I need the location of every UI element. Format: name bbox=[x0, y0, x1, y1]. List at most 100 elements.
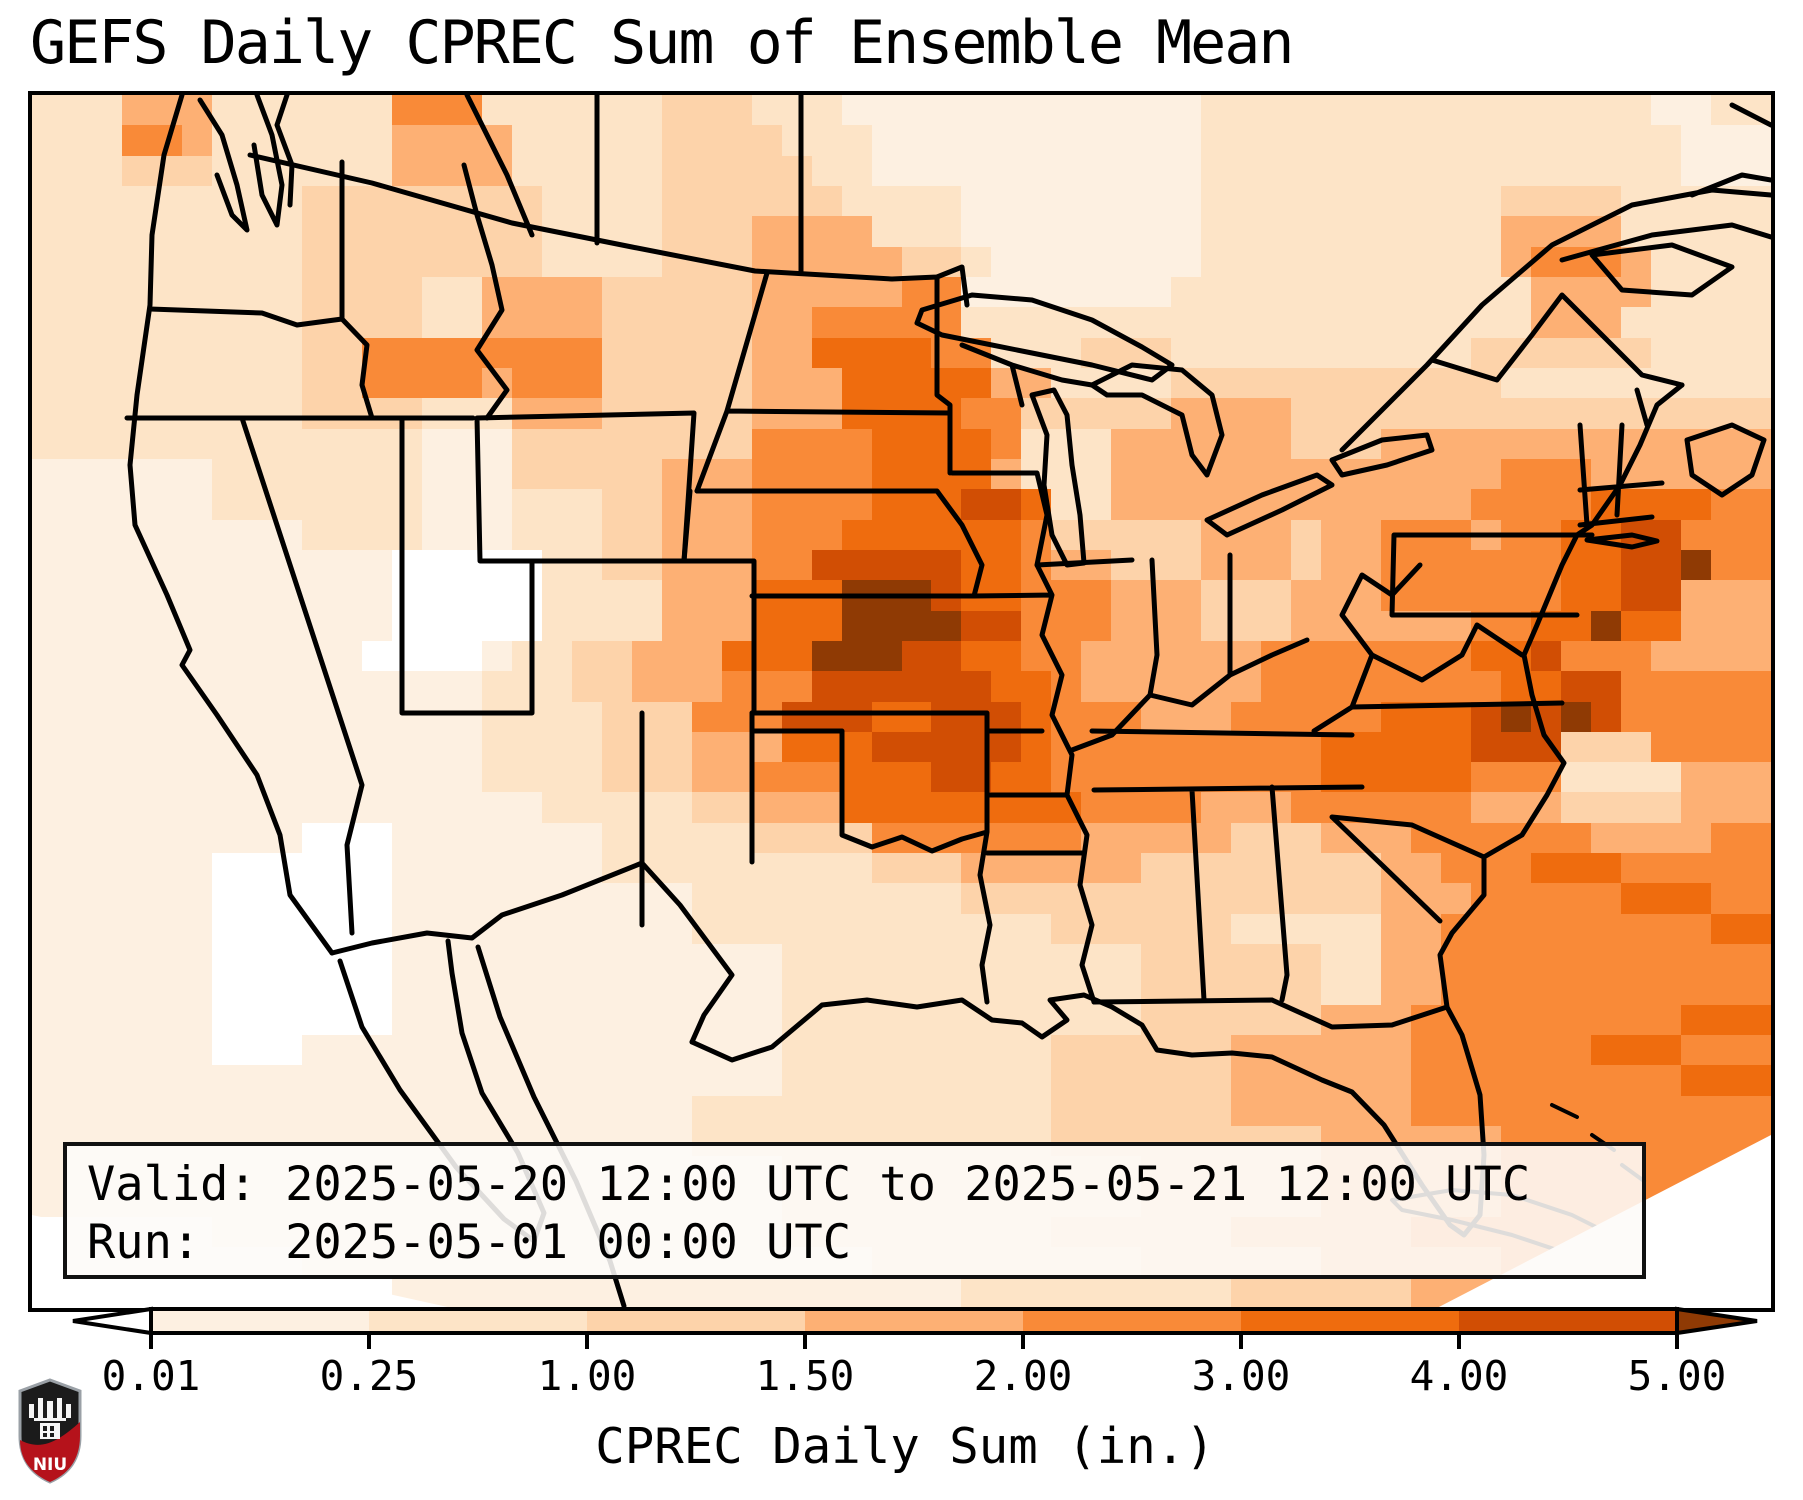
precip-cell bbox=[631, 337, 662, 368]
precip-cell bbox=[1651, 428, 1682, 459]
precip-cell bbox=[1621, 1035, 1652, 1066]
precip-cell bbox=[1081, 276, 1112, 308]
precip-cell bbox=[631, 549, 662, 581]
precip-cell bbox=[1381, 95, 1412, 126]
precip-cell bbox=[211, 398, 242, 429]
precip-cell bbox=[271, 671, 302, 702]
precip-cell bbox=[1681, 489, 1712, 520]
precip-cell bbox=[1171, 580, 1202, 611]
precip-cell bbox=[1471, 337, 1502, 368]
precip-cell bbox=[661, 276, 692, 308]
niu-logo: NIU bbox=[18, 1378, 82, 1484]
precip-cell bbox=[1381, 671, 1412, 702]
precip-cell bbox=[481, 95, 512, 126]
precip-cell bbox=[751, 1277, 782, 1308]
precip-cell bbox=[571, 671, 602, 702]
precip-cell bbox=[421, 125, 452, 156]
precip-cell bbox=[811, 853, 842, 884]
precip-cell bbox=[1111, 276, 1142, 308]
precip-cell bbox=[1321, 671, 1352, 702]
precip-cell bbox=[751, 185, 782, 217]
precip-cell bbox=[1591, 337, 1622, 368]
precip-cell bbox=[271, 1065, 302, 1096]
precip-cell bbox=[1291, 95, 1322, 126]
state-borders-northwest bbox=[124, 159, 510, 421]
precip-cell bbox=[1111, 1277, 1142, 1308]
precip-cell bbox=[451, 1095, 482, 1127]
precip-cell bbox=[511, 792, 542, 823]
precip-cell bbox=[1441, 762, 1472, 793]
precip-cell bbox=[1201, 337, 1232, 368]
precip-cell bbox=[541, 913, 572, 945]
precip-cell bbox=[631, 276, 662, 308]
precip-cell bbox=[1231, 792, 1262, 823]
precip-cell bbox=[421, 640, 452, 672]
precip-cell bbox=[32, 1065, 62, 1096]
precip-cell bbox=[811, 185, 842, 217]
precip-cell bbox=[931, 792, 962, 823]
precip-cell bbox=[1621, 640, 1652, 672]
precip-cell bbox=[901, 428, 932, 459]
precip-cell bbox=[361, 125, 392, 156]
precip-cell bbox=[1081, 640, 1112, 672]
colorbar-tick-label: 0.01 bbox=[101, 1352, 201, 1400]
precip-cell bbox=[991, 701, 1022, 732]
colorbar-ticks bbox=[149, 1333, 1679, 1349]
precip-cell bbox=[751, 762, 782, 793]
precip-cell bbox=[721, 731, 752, 763]
precip-cell bbox=[1681, 1035, 1712, 1066]
precip-cell bbox=[1711, 1126, 1742, 1157]
precip-cell bbox=[1261, 883, 1292, 914]
precip-cell bbox=[1111, 580, 1142, 611]
precip-cell bbox=[1651, 155, 1682, 186]
precip-cell bbox=[571, 276, 602, 308]
puget-sound bbox=[197, 95, 295, 233]
precip-cell bbox=[841, 640, 872, 672]
precip-cell bbox=[1171, 671, 1202, 702]
precip-cell bbox=[181, 398, 212, 429]
precip-cell bbox=[181, 549, 212, 581]
precip-cell bbox=[961, 398, 992, 429]
precip-cell bbox=[991, 792, 1022, 823]
precip-cell bbox=[301, 580, 332, 611]
precip-cell bbox=[1321, 307, 1352, 338]
precip-cell bbox=[481, 853, 512, 884]
precip-cell bbox=[541, 671, 572, 702]
precip-cell bbox=[1231, 276, 1262, 308]
precip-cell bbox=[1681, 974, 1712, 1005]
precip-cell bbox=[451, 762, 482, 793]
precip-cell bbox=[1291, 307, 1322, 338]
precip-cell bbox=[1651, 792, 1682, 823]
precip-cell bbox=[1111, 125, 1142, 156]
precip-cell bbox=[631, 428, 662, 459]
precip-cell bbox=[1441, 489, 1472, 520]
precip-cell bbox=[1171, 216, 1202, 247]
precip-cell bbox=[61, 701, 92, 732]
precip-cell bbox=[931, 1065, 962, 1096]
precip-cell bbox=[391, 428, 422, 459]
precip-cell bbox=[601, 367, 632, 399]
precip-cell bbox=[1621, 610, 1652, 641]
precip-cell bbox=[1231, 1065, 1262, 1096]
precip-cell bbox=[391, 246, 422, 277]
colorbar-title: CPREC Daily Sum (in.) bbox=[595, 1418, 1215, 1475]
precip-cell bbox=[871, 1277, 902, 1308]
precip-cell bbox=[1231, 155, 1262, 186]
precip-cell bbox=[32, 1156, 62, 1187]
precip-cell bbox=[601, 519, 632, 550]
colorbar-segment bbox=[587, 1309, 806, 1333]
precip-cell bbox=[181, 276, 212, 308]
precip-cell bbox=[1231, 307, 1262, 338]
precip-cell bbox=[871, 610, 902, 641]
precip-cell bbox=[931, 125, 962, 156]
precip-cell bbox=[1111, 792, 1142, 823]
precip-cell bbox=[481, 519, 512, 550]
precip-cell bbox=[1321, 610, 1352, 641]
precip-cell bbox=[1591, 1004, 1622, 1036]
precip-cell bbox=[391, 944, 422, 975]
precip-cell bbox=[211, 822, 242, 854]
precip-cell bbox=[691, 398, 722, 429]
precip-cell bbox=[1321, 95, 1352, 126]
precip-cell bbox=[1561, 974, 1592, 1005]
precip-cell bbox=[481, 1277, 512, 1308]
